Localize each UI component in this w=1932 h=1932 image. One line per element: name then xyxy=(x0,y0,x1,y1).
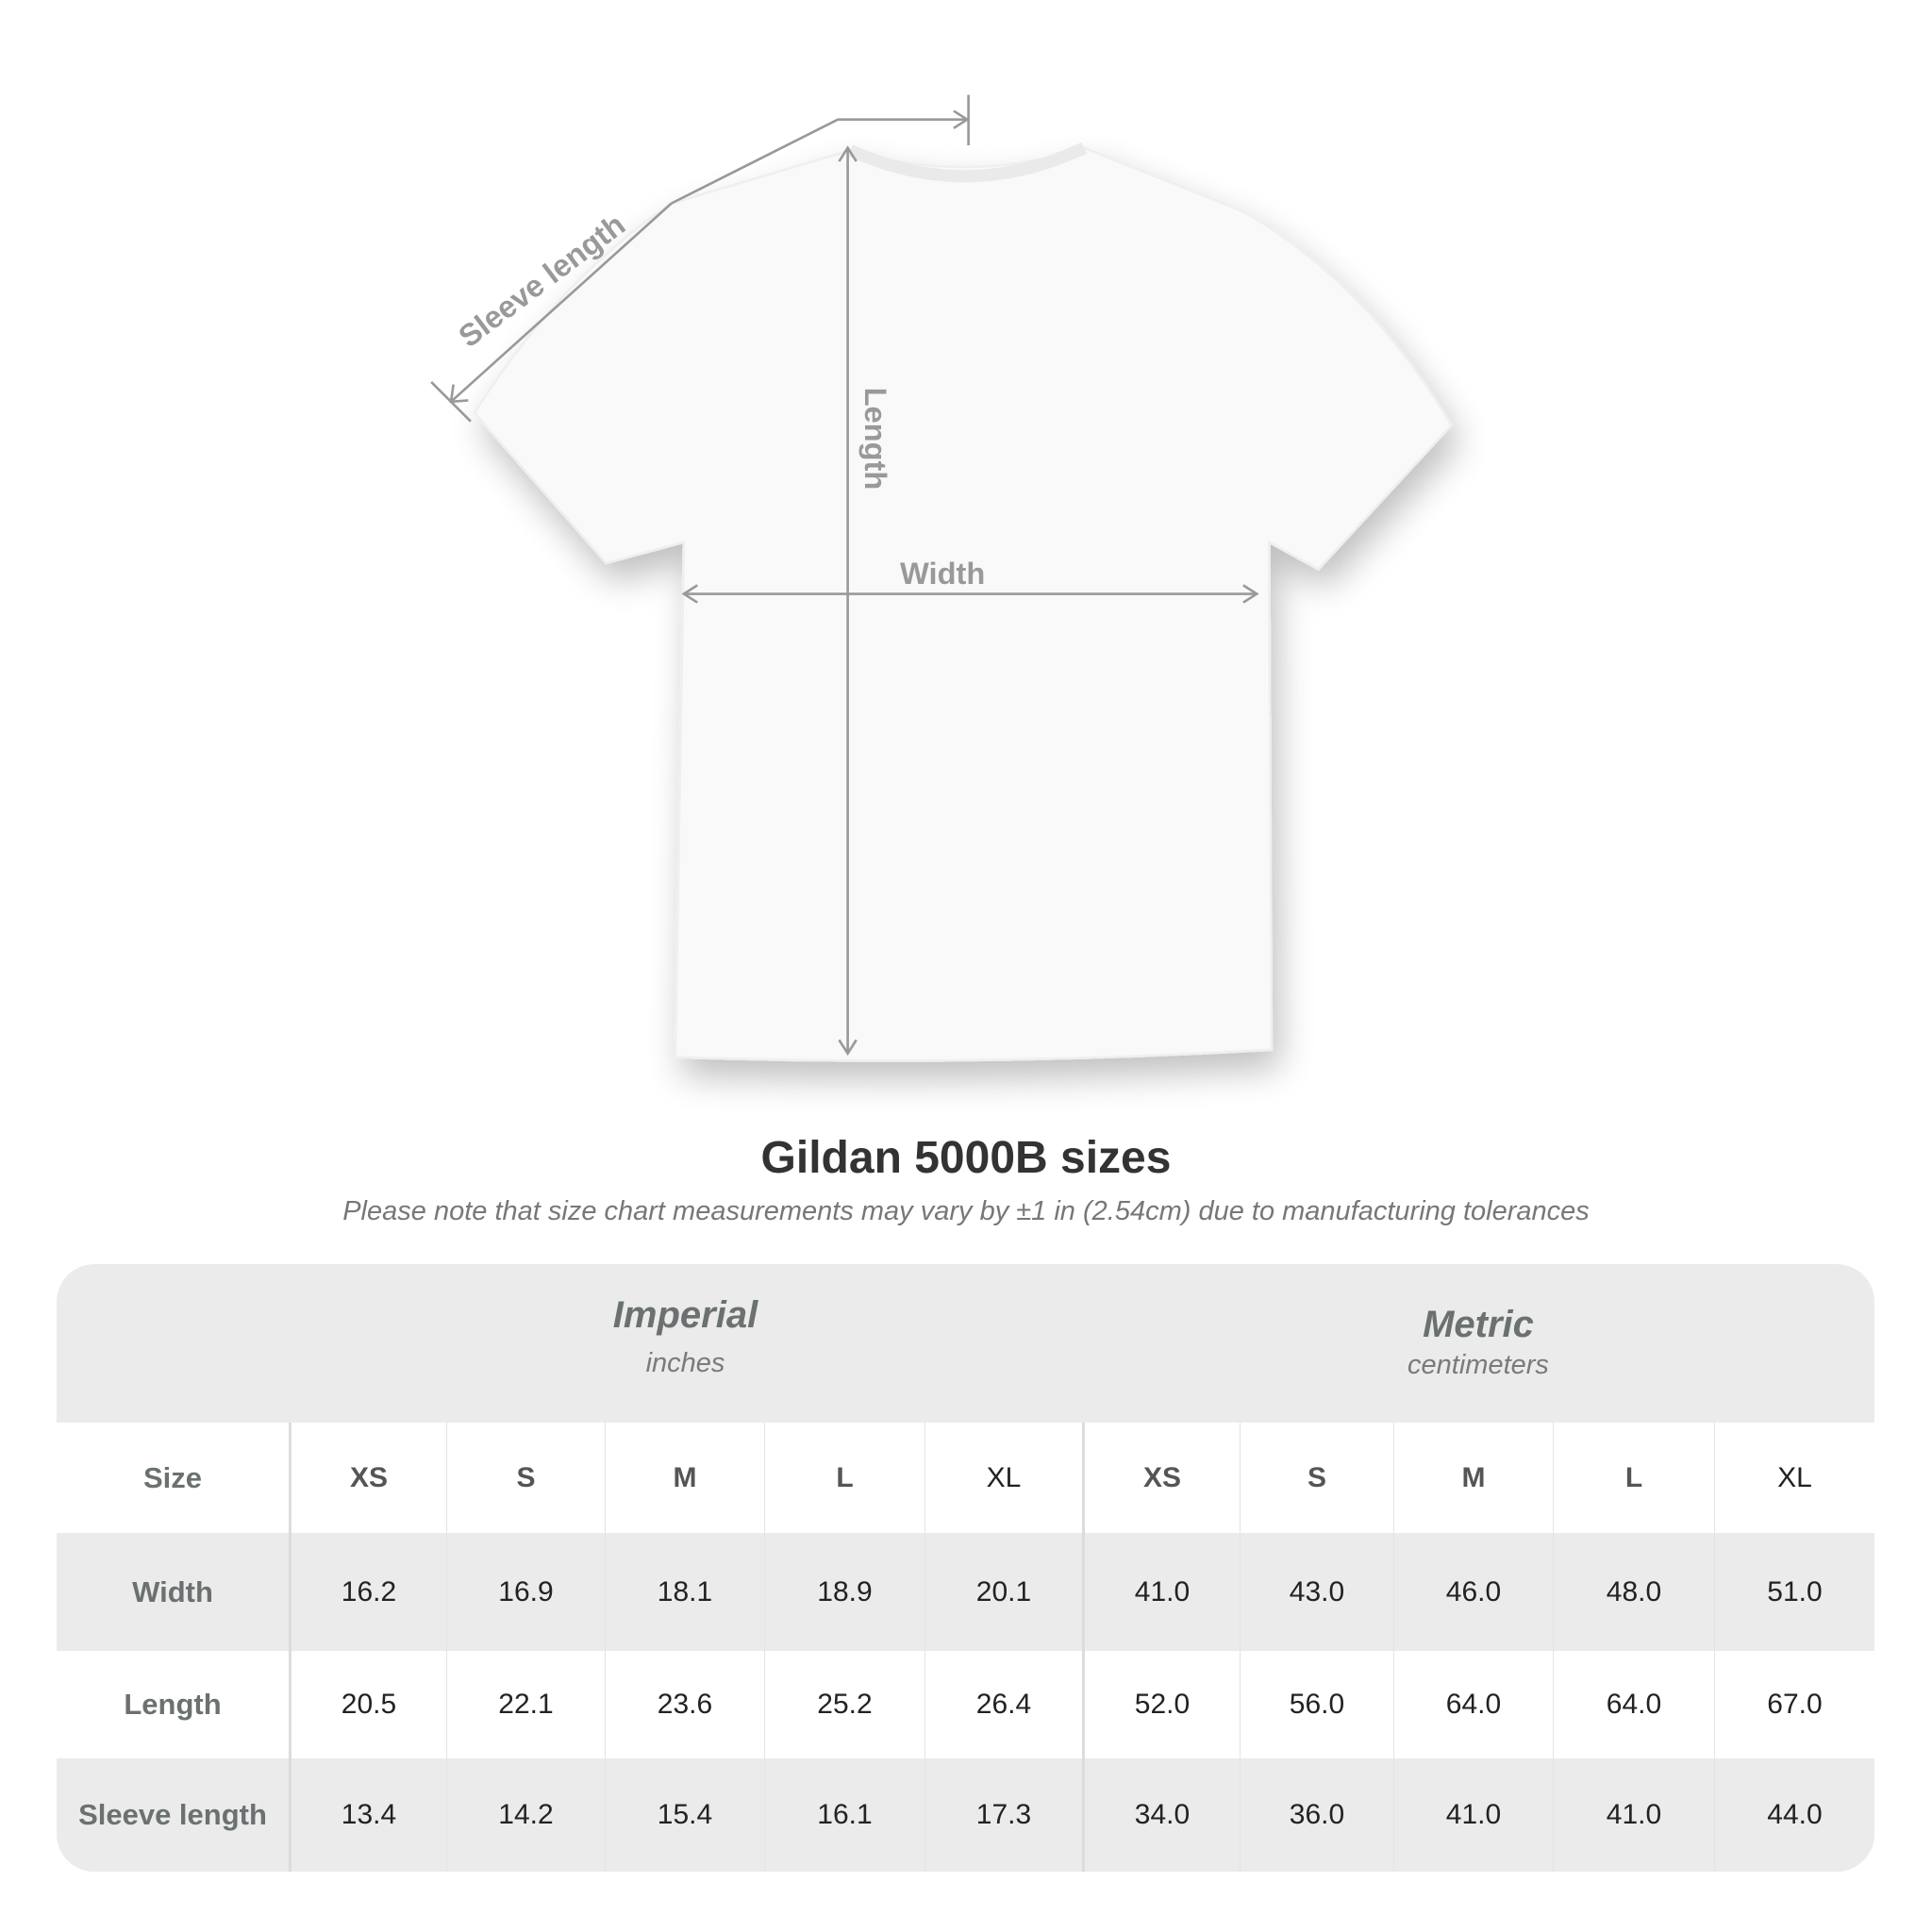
measurement-cell: 17.3 xyxy=(924,1758,1082,1872)
size-header: S xyxy=(446,1423,605,1533)
measurement-cell: 13.4 xyxy=(289,1758,446,1872)
measurement-cell: 20.5 xyxy=(289,1651,446,1758)
measurement-cell: 18.9 xyxy=(764,1533,924,1651)
measurement-cell: 67.0 xyxy=(1714,1651,1874,1758)
measurement-cell: 41.0 xyxy=(1553,1758,1714,1872)
measurement-cell: 41.0 xyxy=(1393,1758,1553,1872)
measurement-cell: 52.0 xyxy=(1082,1651,1240,1758)
measurement-arrows xyxy=(430,94,1259,1057)
size-header: L xyxy=(764,1423,924,1533)
size-header: XL xyxy=(924,1423,1082,1533)
measurement-cell: 44.0 xyxy=(1714,1758,1874,1872)
measurement-cell: 43.0 xyxy=(1240,1533,1393,1651)
imperial-header: Imperial inches xyxy=(289,1264,1082,1453)
size-header: XL xyxy=(1714,1423,1874,1533)
measurement-cell: 16.2 xyxy=(289,1533,446,1651)
size-header: L xyxy=(1553,1423,1714,1533)
measurement-cell: 34.0 xyxy=(1082,1758,1240,1872)
tolerance-note: Please note that size chart measurements… xyxy=(342,1196,1590,1226)
measurement-cell: 20.1 xyxy=(924,1533,1082,1651)
measurement-cell: 56.0 xyxy=(1240,1651,1393,1758)
measurement-cell: 18.1 xyxy=(605,1533,764,1651)
size-table: Imperial inches Metric centimeters Size X… xyxy=(57,1264,1874,1872)
measurement-cell: 25.2 xyxy=(764,1651,924,1758)
measurement-cell: 14.2 xyxy=(446,1758,605,1872)
measurement-cell: 16.1 xyxy=(764,1758,924,1872)
table-row: Width 16.2 16.9 18.1 18.9 20.1 41.0 43.0 46.0 48.… xyxy=(57,1533,1874,1651)
measurement-cell: 36.0 xyxy=(1240,1758,1393,1872)
size-header: M xyxy=(605,1423,764,1533)
page-title: Gildan 5000B sizes xyxy=(760,1133,1172,1183)
measurement-cell: 16.9 xyxy=(446,1533,605,1651)
row-label: Sleeve length xyxy=(78,1798,267,1831)
measurement-cell: 48.0 xyxy=(1553,1533,1714,1651)
table-row: Length 20.5 22.1 23.6 25.2 26.4 52.0 56.0 64.0 64… xyxy=(57,1651,1874,1758)
imperial-unit: inches xyxy=(645,1348,725,1378)
measurement-cell: 15.4 xyxy=(605,1758,764,1872)
table-row: Sleeve length 13.4 14.2 15.4 16.1 17.3 34.0 36.… xyxy=(57,1758,1874,1872)
size-header: M xyxy=(1393,1423,1553,1533)
size-header: XS xyxy=(1082,1423,1240,1533)
size-header: S xyxy=(1240,1423,1393,1533)
size-header-row: Size XS S M L XL XS S M L XL xyxy=(57,1423,1874,1533)
measurement-cell: 64.0 xyxy=(1393,1651,1553,1758)
size-label: Size xyxy=(142,1460,203,1494)
measurement-cell: 64.0 xyxy=(1553,1651,1714,1758)
width-label: Width xyxy=(900,556,985,591)
measurement-cell: 51.0 xyxy=(1714,1533,1874,1651)
measurement-cell: 41.0 xyxy=(1082,1533,1240,1651)
size-header: XS xyxy=(289,1423,446,1533)
measurement-cell: 46.0 xyxy=(1393,1533,1553,1651)
row-label: Width xyxy=(132,1574,213,1608)
measurement-cell: 26.4 xyxy=(924,1651,1082,1758)
tshirt-diagram: Sleeve length Length Width xyxy=(430,94,1454,1062)
metric-unit: centimeters xyxy=(1407,1350,1549,1380)
tshirt-shape xyxy=(473,146,1454,1062)
metric-label: Metric xyxy=(1423,1304,1534,1345)
measurement-cell: 22.1 xyxy=(446,1651,605,1758)
imperial-label: Imperial xyxy=(612,1294,758,1336)
measurement-cell: 23.6 xyxy=(605,1651,764,1758)
length-label: Length xyxy=(858,388,893,491)
metric-header: Metric centimeters xyxy=(1082,1264,1874,1462)
row-label: Length xyxy=(124,1688,222,1721)
